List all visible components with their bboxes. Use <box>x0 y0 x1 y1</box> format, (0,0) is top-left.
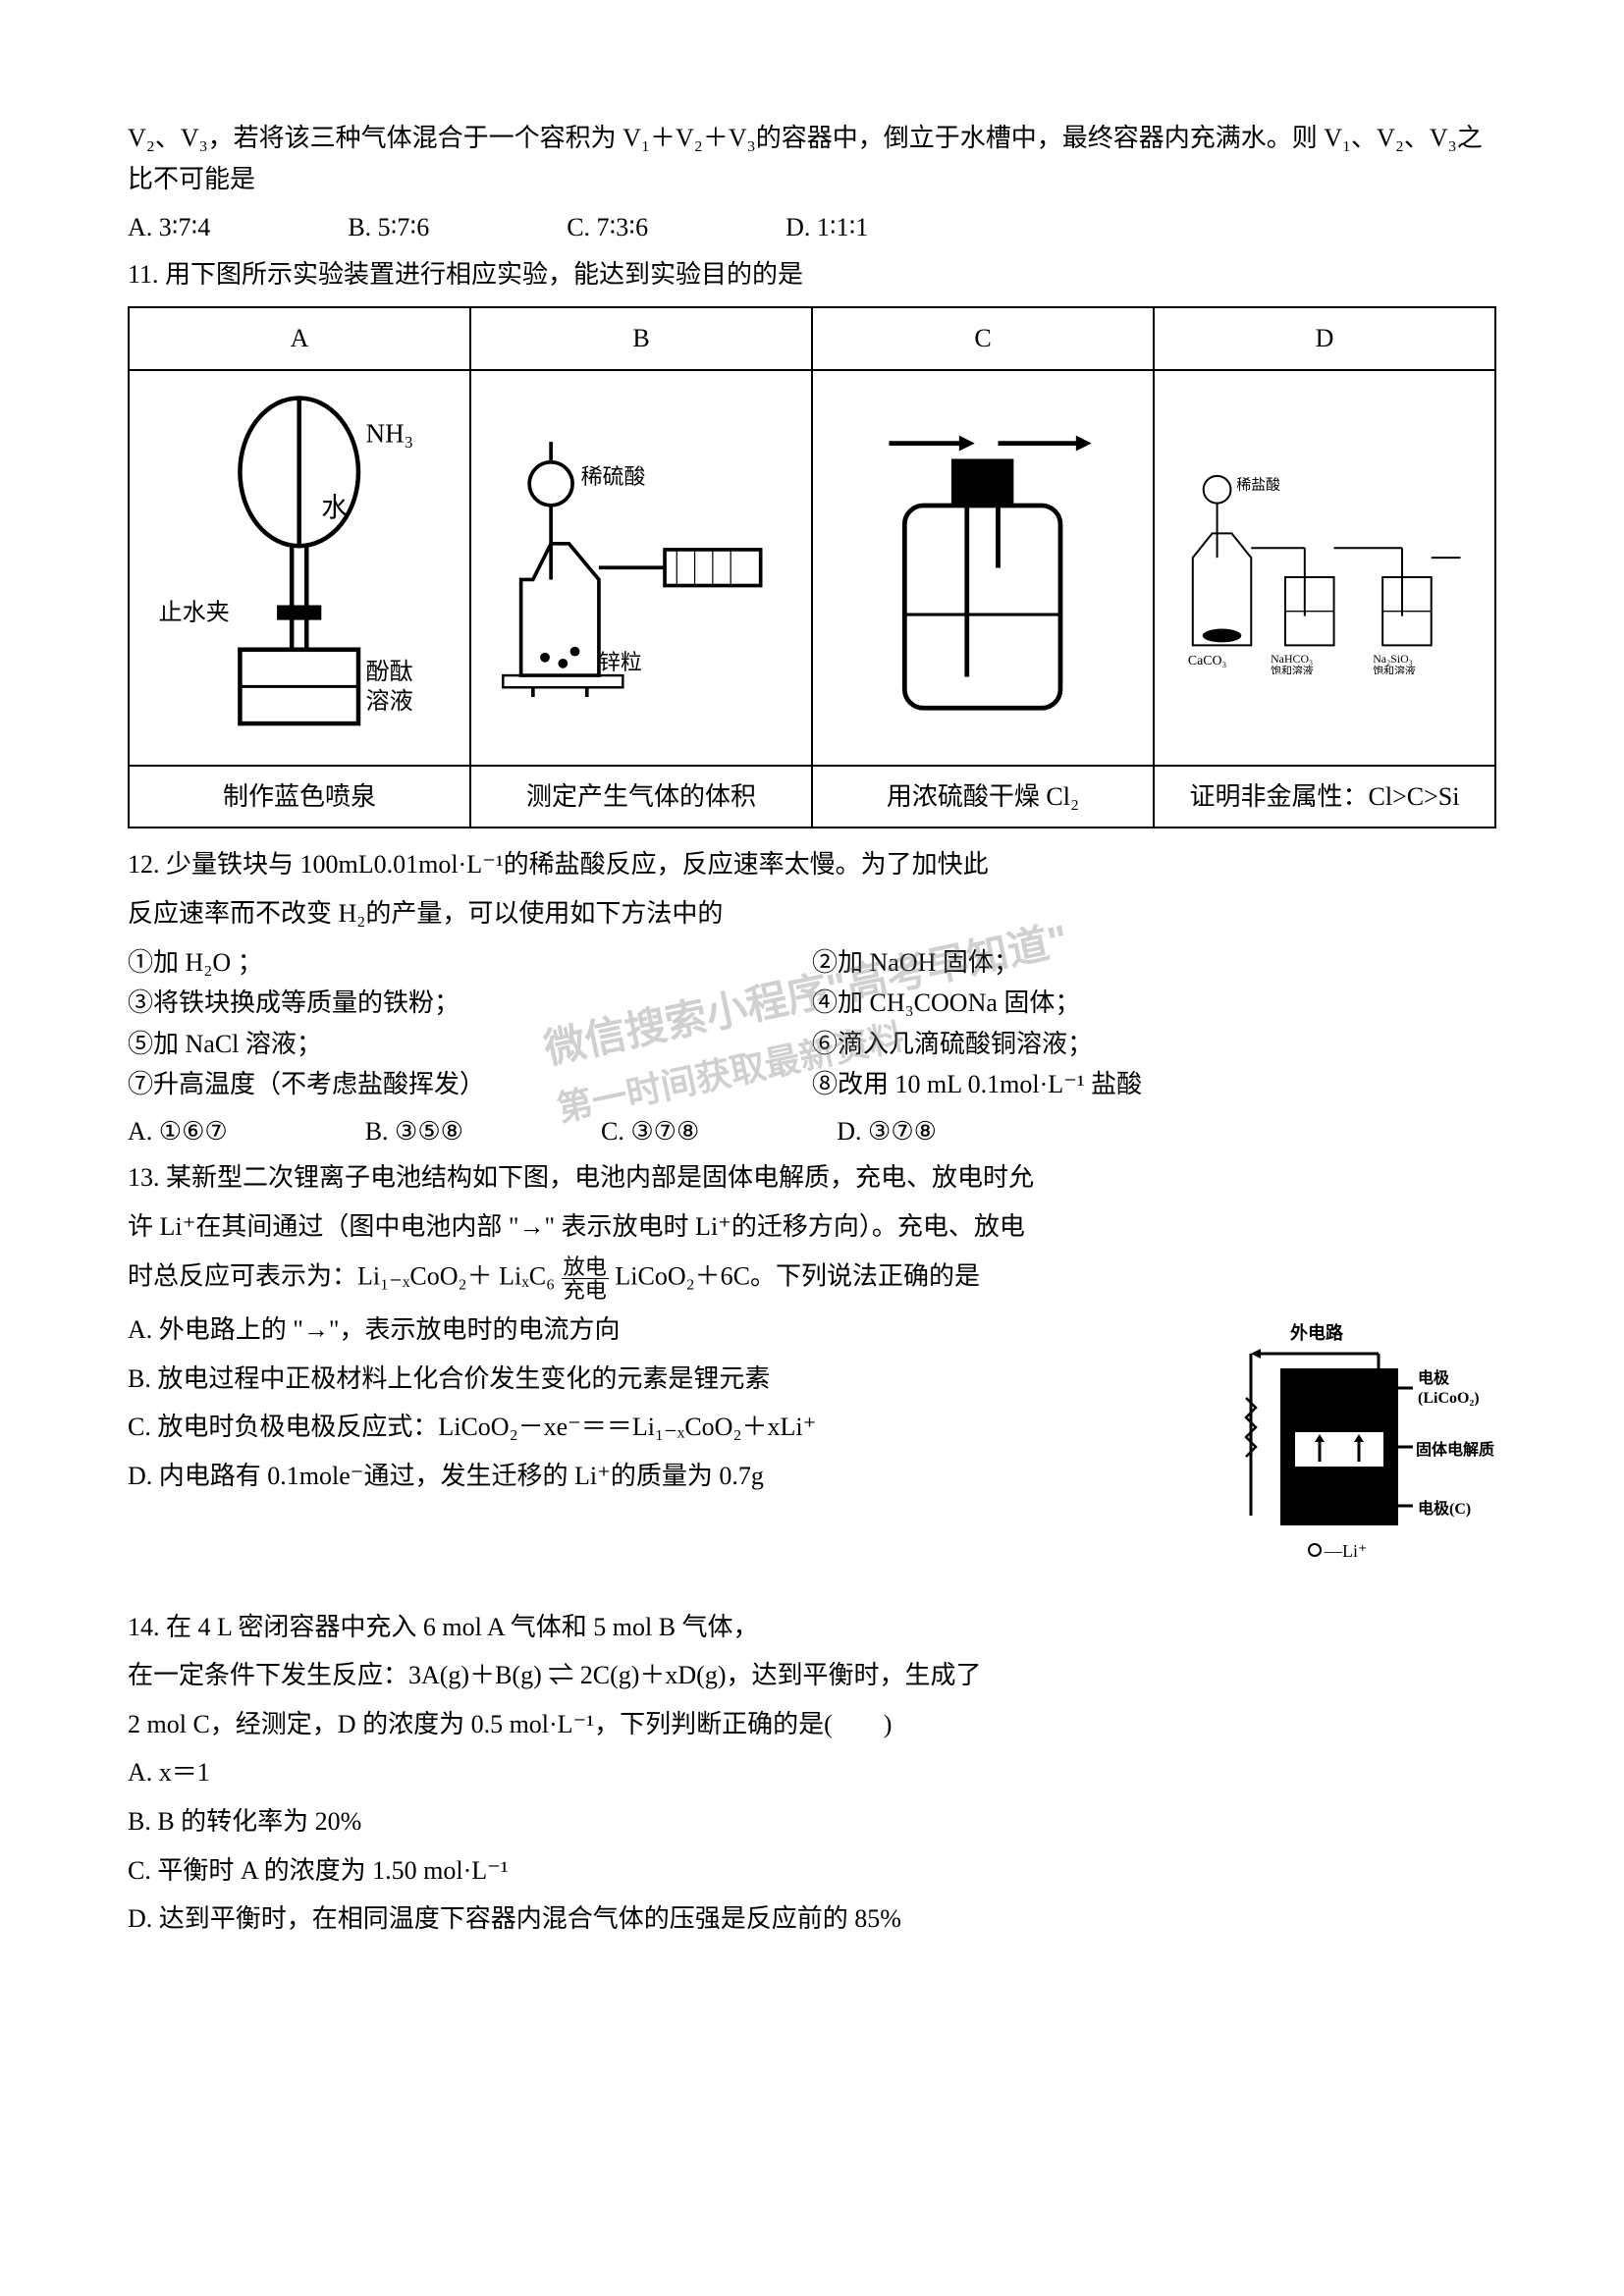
q11-cell-A: NH₃ 水 止水夹 酚酞 溶液 <box>129 370 470 766</box>
q13-A: A. 外电路上的 "→"，表示放电时的电流方向 <box>128 1309 1190 1351</box>
q12-opt2: ②加 NaOH 固体； <box>812 942 1496 984</box>
q11-A-nh3-label: NH₃ <box>366 418 414 448</box>
q11-figure-A: NH₃ 水 止水夹 酚酞 溶液 <box>135 381 463 755</box>
q12-opt5: ⑤加 NaCl 溶液； <box>128 1024 812 1065</box>
q11-cell-B: 稀硫酸 锌粒 <box>470 370 812 766</box>
q11-figure-C <box>819 381 1147 755</box>
q11-cap-C: 用浓硫酸干燥 Cl₂ <box>812 766 1154 828</box>
q13-eq-bot: 充电 <box>562 1279 609 1302</box>
q11-A-sol2: 溶液 <box>366 688 413 715</box>
q14-B: B. B 的转化率为 20% <box>128 1801 1496 1842</box>
q13-D: D. 内电路有 0.1mole⁻通过，发生迁移的 Li⁺的质量为 0.7g <box>128 1456 1190 1497</box>
q12-opt8: ⑧改用 10 mL 0.1mol·L⁻¹ 盐酸 <box>812 1064 1496 1105</box>
q12-opt3: ③将铁块换成等质量的铁粉； <box>128 983 812 1024</box>
q11-A-sol1: 酚酞 <box>366 658 413 684</box>
q13-fig-e2: 电极(C) <box>1418 1499 1471 1518</box>
q12-stem1: 12. 少量铁块与 100mL0.01mol·L⁻¹的稀盐酸反应，反应速率太慢。… <box>128 844 1496 885</box>
q11-cell-C <box>812 370 1154 766</box>
q13-eq-arrow: 放电 充电 <box>562 1255 609 1302</box>
q11-A-clip-label: 止水夹 <box>159 599 230 625</box>
q12-choices: A. ①⑥⑦ B. ③⑤⑧ C. ③⑦⑧ D. ③⑦⑧ <box>128 1111 1496 1152</box>
q11-D-nahco3-2: 饱和溶液 <box>1271 664 1314 674</box>
q11-figure-B: 稀硫酸 锌粒 <box>477 381 805 755</box>
q13-stem1: 13. 某新型二次锂离子电池结构如下图，电池内部是固体电解质，充电、放电时允 <box>128 1157 1496 1199</box>
q10-C: C. 7∶3∶6 <box>567 207 648 248</box>
q12-A: A. ①⑥⑦ <box>128 1111 228 1152</box>
q10-choices: A. 3∶7∶4 B. 5∶7∶6 C. 7∶3∶6 D. 1∶1∶1 <box>128 207 1496 248</box>
q11-D-acid-label: 稀盐酸 <box>1237 477 1281 494</box>
q11-cell-D: 稀盐酸 CaCO₃ NaHCO₃ 饱和溶液 Na₂SiO₃ 饱和溶液 <box>1154 370 1495 766</box>
q11-cap-B: 测定产生气体的体积 <box>470 766 812 828</box>
q11-D-nahco3-1: NaHCO₃ <box>1271 653 1313 667</box>
q11-th-A: A <box>129 307 470 370</box>
q11-cap-A: 制作蓝色喷泉 <box>129 766 470 828</box>
q12-opt7: ⑦升高温度（不考虑盐酸挥发） <box>128 1064 812 1105</box>
q13-fig-outer: 外电路 <box>1290 1322 1344 1343</box>
q12-opt4: ④加 CH₃COONa 固体； <box>812 983 1496 1024</box>
q12-opt1: ①加 H₂O ； <box>128 942 812 984</box>
q11-th-D: D <box>1154 307 1495 370</box>
q10-D: D. 1∶1∶1 <box>785 207 868 248</box>
q11-B-zn-label: 锌粒 <box>599 650 642 674</box>
q13-stem2: 许 Li⁺在其间通过（图中电池内部 "→" 表示放电时 Li⁺的迁移方向）。充电… <box>128 1206 1496 1248</box>
q14-stem1: 14. 在 4 L 密闭容器中充入 6 mol A 气体和 5 mol B 气体… <box>128 1607 1496 1648</box>
q11-table: A B C D NH₃ 水 止水夹 酚酞 溶液 <box>128 306 1496 828</box>
q11-figure-D: 稀盐酸 CaCO₃ NaHCO₃ 饱和溶液 Na₂SiO₃ 饱和溶液 <box>1161 381 1489 755</box>
q11-B-acid-label: 稀硫酸 <box>581 464 646 489</box>
q12-B: B. ③⑤⑧ <box>365 1111 463 1152</box>
q12-D: D. ③⑦⑧ <box>837 1111 937 1152</box>
q14-C: C. 平衡时 A 的浓度为 1.50 mol·L⁻¹ <box>128 1850 1496 1892</box>
q10-stem: V₂、V₃，若将该三种气体混合于一个容积为 V₁＋V₂＋V₃的容器中，倒立于水槽… <box>128 118 1496 199</box>
q13-eq-top: 放电 <box>562 1255 609 1279</box>
q11-th-C: C <box>812 307 1154 370</box>
q14-stem2: 在一定条件下发生反应：3A(g)＋B(g) ⇌ 2C(g)＋xD(g)，达到平衡… <box>128 1655 1496 1696</box>
q14-A: A. x＝1 <box>128 1752 1496 1793</box>
q11-th-B: B <box>470 307 812 370</box>
q11-A-water-label: 水 <box>322 493 349 522</box>
q13-figure: 外电路 电极 (LiCoO₂) 固体电解质 电极(C) —Li⁺ <box>1202 1319 1496 1587</box>
q13-equation: 时总反应可表示为：Li₁₋ₓCoO₂＋ LiₓC₆ 放电 充电 LiCoO₂＋6… <box>128 1255 1496 1302</box>
q10-B: B. 5∶7∶6 <box>348 207 429 248</box>
q11-cap-D: 证明非金属性：Cl>C>Si <box>1154 766 1495 828</box>
q12-stem2: 反应速率而不改变 H₂的产量，可以使用如下方法中的 <box>128 893 1496 934</box>
q10-A: A. 3∶7∶4 <box>128 207 210 248</box>
q14-stem3: 2 mol C，经测定，D 的浓度为 0.5 mol·L⁻¹，下列判断正确的是(… <box>128 1704 1496 1745</box>
q12-C: C. ③⑦⑧ <box>601 1111 699 1152</box>
q13-fig-e1-2: (LiCoO₂) <box>1418 1390 1480 1407</box>
q13-fig-li: —Li⁺ <box>1324 1541 1368 1561</box>
q13-fig-e1-1: 电极 <box>1418 1368 1450 1387</box>
q13-fig-mid: 固体电解质 <box>1416 1440 1494 1459</box>
q12-opt6: ⑥滴入几滴硫酸铜溶液； <box>812 1024 1496 1065</box>
q11-stem: 11. 用下图所示实验装置进行相应实验，能达到实验目的的是 <box>128 254 1496 295</box>
q13-B: B. 放电过程中正极材料上化合价发生变化的元素是锂元素 <box>128 1359 1190 1400</box>
q13-eq-post: LiCoO₂＋6C。下列说法正确的是 <box>615 1261 980 1290</box>
q13-eq-pre: 时总反应可表示为：Li₁₋ₓCoO₂＋ LiₓC₆ <box>128 1261 555 1290</box>
q11-D-na2sio3-2: 饱和溶液 <box>1374 664 1417 674</box>
q13-C: C. 放电时负极电极反应式：LiCoO₂－xe⁻＝＝Li₁₋ₓCoO₂＋xLi⁺ <box>128 1407 1190 1448</box>
q14-D: D. 达到平衡时，在相同温度下容器内混合气体的压强是反应前的 85% <box>128 1898 1496 1940</box>
q11-D-na2sio3-1: Na₂SiO₃ <box>1374 653 1414 667</box>
q11-D-caco3: CaCO₃ <box>1188 654 1227 668</box>
